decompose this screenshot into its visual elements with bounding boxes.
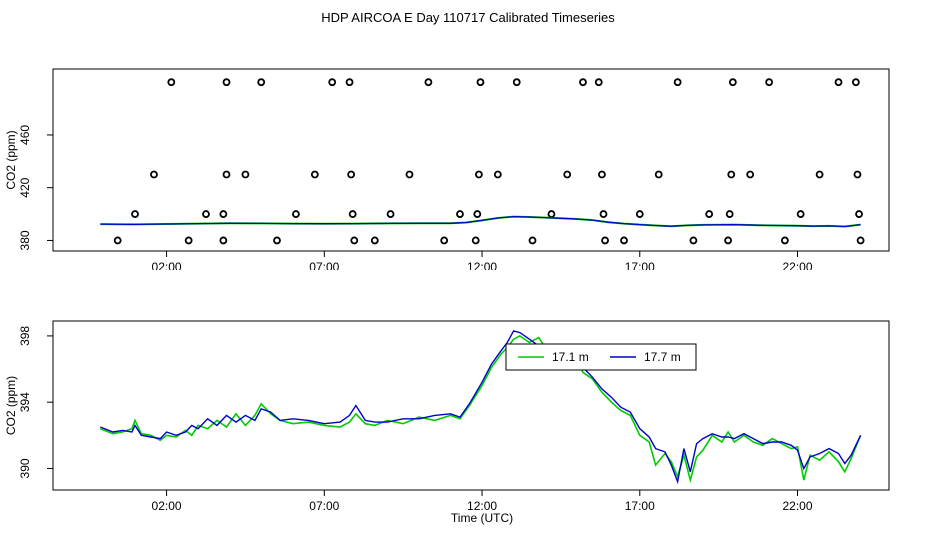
data-point — [780, 236, 789, 245]
y-tick-label: 398 — [18, 326, 32, 346]
data-point — [219, 210, 228, 218]
x-tick-label: 12:00 — [467, 260, 497, 270]
x-tick-label: 17:00 — [625, 499, 655, 513]
data-point — [512, 78, 521, 87]
data-point — [563, 170, 572, 179]
data-point — [579, 78, 587, 87]
data-point — [184, 236, 193, 245]
plot-frame — [52, 68, 890, 252]
bottom-chart-line: 02:00 07:00 12:00 17:00 22:00 390 394 398 Time (… — [4, 320, 890, 525]
data-point — [746, 170, 755, 179]
data-point — [705, 210, 714, 218]
series-line-17-7m — [100, 330, 862, 485]
x-axis-label: Time (UTC) — [451, 511, 513, 525]
data-point — [386, 210, 395, 218]
data-point — [474, 170, 483, 179]
x-tick-label: 12:00 — [467, 499, 497, 513]
data-point — [547, 210, 556, 218]
x-tick-label: 17:00 — [625, 260, 655, 270]
y-axis-label: CO2 (ppm) — [4, 376, 18, 435]
data-point — [456, 210, 464, 218]
plot-frame — [52, 320, 890, 491]
data-point — [673, 78, 682, 87]
data-point — [493, 170, 502, 179]
data-point — [348, 210, 357, 218]
legend: 17.1 m 17.7 m — [505, 343, 697, 371]
data-point — [654, 170, 663, 179]
y-tick-label: 390 — [18, 458, 32, 478]
y-tick-label: 380 — [18, 230, 32, 250]
data-point — [440, 236, 449, 245]
series-line-blue — [100, 215, 861, 228]
data-point — [725, 210, 734, 218]
y-tick-label: 460 — [18, 125, 32, 145]
data-point — [131, 210, 139, 218]
data-point — [635, 210, 644, 218]
legend-label: 17.7 m — [644, 350, 681, 364]
data-point — [471, 236, 480, 245]
data-point — [599, 210, 608, 218]
data-point — [728, 78, 737, 87]
x-tick-label: 22:00 — [782, 499, 812, 513]
data-point — [473, 210, 482, 218]
data-point — [724, 236, 733, 245]
x-tick-label: 22:00 — [782, 260, 812, 270]
data-point — [241, 170, 250, 179]
x-tick-label: 07:00 — [309, 260, 339, 270]
data-point — [370, 236, 379, 245]
data-point — [765, 78, 774, 87]
data-point — [273, 236, 281, 245]
data-point — [113, 236, 122, 245]
data-point — [345, 78, 354, 87]
data-point — [796, 210, 805, 218]
x-tick-label: 07:00 — [309, 499, 339, 513]
data-point — [853, 170, 862, 179]
data-point — [834, 78, 843, 87]
y-axis-label: CO2 (ppm) — [4, 130, 18, 189]
data-point — [689, 236, 698, 245]
x-tick-label: 02:00 — [152, 499, 182, 513]
data-point — [851, 78, 860, 87]
data-point — [202, 210, 210, 218]
data-point — [601, 236, 609, 245]
data-point — [167, 78, 176, 87]
y-tick-label: 394 — [18, 392, 32, 412]
data-point — [815, 170, 824, 179]
data-point — [328, 78, 337, 87]
data-point — [620, 236, 628, 245]
data-point — [855, 210, 863, 218]
data-point — [150, 170, 158, 179]
data-point — [528, 236, 537, 245]
data-point — [856, 236, 865, 245]
data-point — [476, 78, 485, 87]
data-point — [257, 78, 266, 87]
data-point — [598, 170, 606, 179]
page-title: HDP AIRCOA E Day 110717 Calibrated Times… — [321, 10, 615, 25]
data-point — [347, 170, 356, 179]
data-point — [405, 170, 414, 179]
data-point — [310, 170, 319, 179]
data-point — [292, 210, 300, 218]
data-point — [594, 78, 603, 87]
data-point — [424, 78, 433, 87]
data-point — [350, 236, 359, 245]
data-point — [727, 170, 736, 179]
legend-label: 17.1 m — [552, 350, 589, 364]
x-tick-label: 02:00 — [152, 260, 182, 270]
data-point — [219, 236, 228, 245]
data-point — [222, 78, 231, 87]
y-tick-label: 420 — [18, 177, 32, 197]
data-point — [222, 170, 231, 179]
series-line-17-1m — [100, 334, 862, 484]
